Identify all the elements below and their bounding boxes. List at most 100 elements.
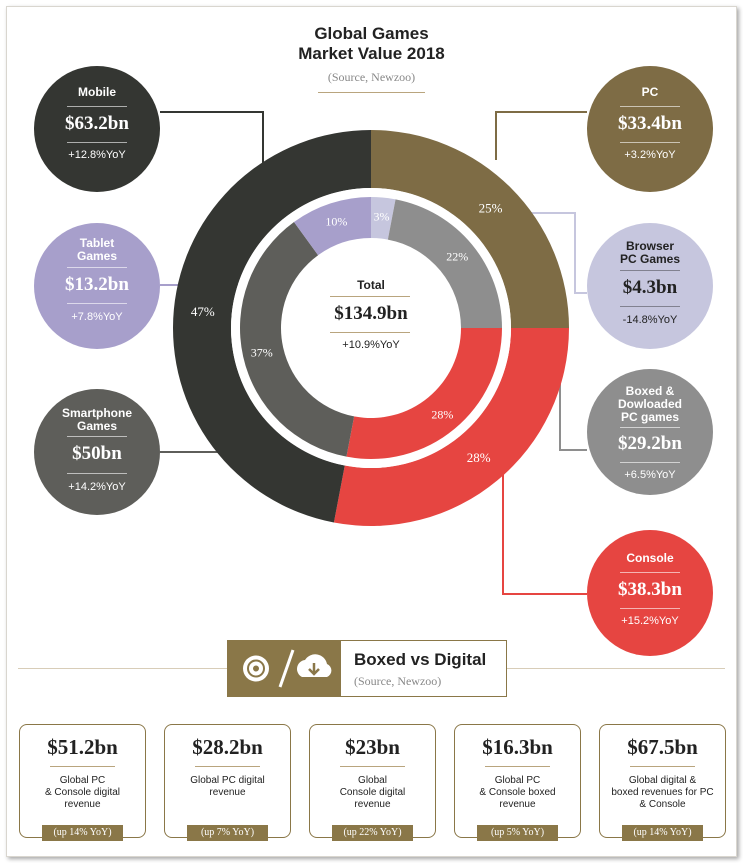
card-desc-line: revenue [209, 787, 246, 798]
card-desc-line: & Console digital [44, 787, 121, 798]
chart-title-line2: Market Value 2018 [298, 44, 445, 63]
ring-labels: 25% 28% 47% 3% 22% 28% 37% 10% [191, 200, 503, 465]
outer-ring [173, 130, 569, 526]
inner-slice [387, 199, 502, 328]
boxed-vs-digital-header: Boxed vs Digital (Source, Newzoo) [227, 640, 507, 697]
bubble-console-yoy: +15.2%YoY [621, 615, 679, 627]
bubble-boxed-name: Boxed & Dowloaded PC games [587, 385, 713, 424]
bubble-rule [620, 142, 680, 143]
card-rule [195, 766, 260, 767]
inner-slice [371, 197, 396, 240]
inner-percent-label: 37% [251, 345, 273, 359]
bubble-boxed-name-line3: PC games [620, 410, 680, 424]
revenue-card: $16.3bn Global PC & Console boxed revenu… [454, 724, 581, 841]
bubble-pc-yoy: +3.2%YoY [624, 149, 676, 161]
card-rule [340, 766, 405, 767]
boxed-vs-digital-source: (Source, Newzoo) [354, 674, 442, 688]
card-description: Global PC & Console boxed revenue [459, 775, 576, 811]
bubble-rule [67, 436, 127, 437]
outer-percent-label: 25% [479, 200, 503, 215]
bubble-smartphone-value: $50bn [72, 443, 122, 464]
bubble-smartphone-name-line2: Games [76, 419, 118, 433]
bubble-boxed-yoy: +6.5%YoY [624, 469, 676, 481]
bubble-pc: PC $33.4bn +3.2%YoY [587, 66, 713, 192]
card-desc-line: revenue [64, 799, 101, 810]
bubble-mobile-value: $63.2bn [65, 113, 129, 134]
bubble-smartphone-name: Smartphone Games [34, 407, 160, 433]
connector-line [160, 111, 264, 180]
connector-line [495, 111, 587, 160]
bubble-mobile: Mobile $63.2bn +12.8%YoY [34, 66, 160, 192]
bubble-browser-name-line1: Browser [625, 239, 675, 253]
inner-slice [294, 197, 371, 256]
bubble-rule [67, 473, 127, 474]
bubble-boxed: Boxed & Dowloaded PC games $29.2bn +6.5%… [587, 369, 713, 495]
card-desc-line: revenue [354, 799, 391, 810]
bubble-rule [620, 427, 680, 428]
inner-ring [239, 197, 502, 459]
inner-percent-label: 3% [374, 209, 390, 223]
bubble-tablet-yoy: +7.8%YoY [71, 311, 123, 323]
card-description: Global PC & Console digital revenue [24, 775, 141, 811]
card-desc-line: & Console [639, 799, 686, 810]
disc-icon [243, 655, 269, 682]
inner-slice [239, 222, 355, 457]
bubble-mobile-yoy: +12.8%YoY [68, 149, 126, 161]
bubble-smartphone-name-line1: Smartphone [61, 406, 132, 420]
card-value: $67.5bn [627, 735, 698, 759]
card-rule [485, 766, 550, 767]
inner-percent-label: 22% [446, 250, 468, 264]
card-desc-line: Global PC [494, 775, 541, 786]
bubble-boxed-value: $29.2bn [618, 433, 682, 454]
section-divider-right [506, 668, 725, 669]
bubble-browser: Browser PC Games $4.3bn -14.8%YoY [587, 223, 713, 349]
card-desc-line: Global [358, 775, 387, 786]
bubble-pc-value: $33.4bn [618, 113, 682, 134]
card-yoy-badge: (up 7% YoY) [187, 825, 268, 841]
bubble-rule [620, 462, 680, 463]
card-desc-line: Console digital [339, 787, 406, 798]
bubble-rule [67, 267, 127, 268]
bubble-boxed-name-line2: Dowloaded [617, 397, 682, 411]
outer-percent-label: 28% [467, 450, 491, 465]
revenue-card: $51.2bn Global PC & Console digital reve… [19, 724, 146, 841]
card-desc-line: Global PC [59, 775, 106, 786]
outer-slice-console [333, 328, 569, 526]
bubble-rule [67, 106, 127, 107]
bubble-rule [67, 303, 127, 304]
card-rule [50, 766, 115, 767]
bubble-browser-name-line2: PC Games [619, 252, 681, 266]
bubble-rule [620, 270, 680, 271]
bubble-tablet-value: $13.2bn [65, 274, 129, 295]
card-desc-line: revenue [499, 799, 536, 810]
bubble-rule [67, 142, 127, 143]
bubble-rule [620, 572, 680, 573]
card-description: Global digital & boxed revenues for PC &… [604, 775, 721, 811]
outer-percent-label: 47% [191, 304, 215, 319]
card-description: Global Console digital revenue [314, 775, 431, 811]
outer-slice-pc [371, 130, 569, 328]
outer-slice-mobile [173, 130, 371, 523]
revenue-card: $28.2bn Global PC digital revenue (up 7%… [164, 724, 291, 841]
inner-percent-label: 28% [431, 407, 453, 421]
cloud-download-icon [297, 654, 332, 677]
total-value: $134.9bn [334, 303, 408, 324]
bubble-console: Console $38.3bn +15.2%YoY [587, 530, 713, 656]
card-rule [630, 766, 695, 767]
total-rule-bottom [330, 332, 410, 333]
inner-percent-label: 10% [325, 214, 347, 228]
bubble-browser-yoy: -14.8%YoY [622, 314, 678, 326]
bubble-browser-name: Browser PC Games [587, 240, 713, 266]
card-value: $16.3bn [482, 735, 553, 759]
card-desc-line: boxed revenues for PC [611, 787, 714, 798]
revenue-card: $67.5bn Global digital & boxed revenues … [599, 724, 726, 841]
bubble-pc-name: PC [641, 85, 659, 99]
bubble-smartphone-yoy: +14.2%YoY [68, 481, 126, 493]
card-desc-line: & Console boxed [479, 787, 556, 798]
slash-divider [278, 649, 295, 688]
total-yoy: +10.9%YoY [342, 339, 400, 351]
connector-line [502, 450, 587, 595]
card-yoy-badge: (up 14% YoY) [42, 825, 123, 841]
bubble-tablet-name: Tablet Games [34, 237, 160, 263]
